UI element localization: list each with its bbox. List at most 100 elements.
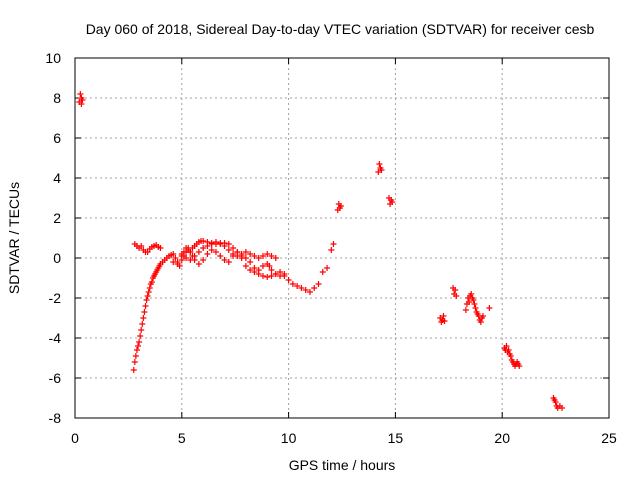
y-tick-label: 6 xyxy=(53,130,61,146)
data-point xyxy=(204,251,211,257)
data-point xyxy=(148,279,155,285)
data-point xyxy=(187,249,194,255)
y-axis-ticks: -8 -6 -4 -2 0 2 4 6 8 10 xyxy=(45,50,609,426)
data-point xyxy=(462,307,469,313)
data-point xyxy=(281,271,288,277)
data-point xyxy=(145,289,152,295)
data-point xyxy=(200,245,207,251)
y-tick-label: -4 xyxy=(49,330,62,346)
data-point xyxy=(468,291,475,297)
data-point xyxy=(200,238,207,244)
y-tick-label: 8 xyxy=(53,90,61,106)
data-point xyxy=(453,293,460,299)
chart-title: Day 060 of 2018, Sidereal Day-to-day VTE… xyxy=(86,21,595,37)
data-point xyxy=(324,265,331,271)
y-tick-label: 10 xyxy=(45,50,61,66)
x-tick-label: 25 xyxy=(601,430,617,446)
y-tick-label: -8 xyxy=(49,410,62,426)
data-point xyxy=(170,259,177,265)
data-point xyxy=(140,315,147,321)
data-point xyxy=(294,283,301,289)
data-point xyxy=(234,253,241,259)
data-point xyxy=(191,253,198,259)
data-point xyxy=(440,313,447,319)
data-point xyxy=(272,255,279,261)
data-point xyxy=(242,249,249,255)
data-point xyxy=(311,285,318,291)
data-point xyxy=(183,255,190,261)
data-point xyxy=(376,161,383,167)
data-point xyxy=(503,343,510,349)
data-point xyxy=(136,339,143,345)
data-point xyxy=(264,251,271,257)
data-point xyxy=(479,313,486,319)
data-point xyxy=(139,321,146,327)
x-tick-label: 0 xyxy=(71,430,79,446)
data-point xyxy=(212,239,219,245)
data-point xyxy=(172,255,179,261)
data-point xyxy=(306,289,313,295)
data-point xyxy=(255,255,262,261)
data-point xyxy=(378,167,385,173)
data-point xyxy=(225,259,232,265)
y-tick-label: 4 xyxy=(53,170,61,186)
data-point xyxy=(208,241,215,247)
data-point xyxy=(315,281,322,287)
plot-frame xyxy=(74,57,610,419)
data-point xyxy=(195,249,202,255)
data-point xyxy=(505,347,512,353)
data-point xyxy=(255,267,262,273)
data-point xyxy=(272,271,279,277)
data-point xyxy=(78,101,85,107)
y-axis-title: SDTVAR / TECUs xyxy=(6,182,22,294)
data-point xyxy=(289,281,296,287)
data-point xyxy=(516,363,523,369)
data-point xyxy=(477,319,484,325)
data-point xyxy=(259,253,266,259)
data-points xyxy=(76,91,566,411)
data-point xyxy=(132,353,139,359)
data-point xyxy=(330,241,337,247)
data-point xyxy=(552,399,559,405)
data-point xyxy=(285,277,292,283)
data-point xyxy=(225,247,232,253)
y-tick-label: -2 xyxy=(49,290,62,306)
data-point xyxy=(452,287,459,293)
data-point xyxy=(298,285,305,291)
data-point xyxy=(559,405,566,411)
data-point xyxy=(133,347,140,353)
data-point xyxy=(187,257,194,263)
data-point xyxy=(217,240,224,246)
x-axis-ticks: 0 5 10 15 20 25 xyxy=(71,58,617,446)
data-point xyxy=(230,245,237,251)
y-tick-label: 0 xyxy=(53,250,61,266)
data-point xyxy=(471,301,478,307)
y-tick-label: 2 xyxy=(53,210,61,226)
data-point xyxy=(328,247,335,253)
x-tick-label: 5 xyxy=(178,430,186,446)
data-point xyxy=(225,241,232,247)
data-point xyxy=(170,251,177,257)
data-point xyxy=(466,299,473,305)
data-point xyxy=(204,243,211,249)
data-point xyxy=(178,251,185,257)
x-tick-label: 10 xyxy=(281,430,297,446)
data-point xyxy=(242,263,249,269)
data-point xyxy=(141,309,148,315)
data-point xyxy=(486,305,493,311)
data-point xyxy=(266,263,273,269)
data-point xyxy=(217,253,224,259)
data-point xyxy=(137,333,144,339)
data-point xyxy=(247,267,254,273)
data-point xyxy=(138,327,145,333)
data-point xyxy=(259,263,266,269)
grid-lines xyxy=(75,58,609,418)
x-axis-title: GPS time / hours xyxy=(289,457,396,473)
data-point xyxy=(221,257,228,263)
data-point xyxy=(277,273,284,279)
data-point xyxy=(138,243,145,249)
data-point xyxy=(441,318,448,324)
data-point xyxy=(302,287,309,293)
data-point xyxy=(174,261,181,267)
